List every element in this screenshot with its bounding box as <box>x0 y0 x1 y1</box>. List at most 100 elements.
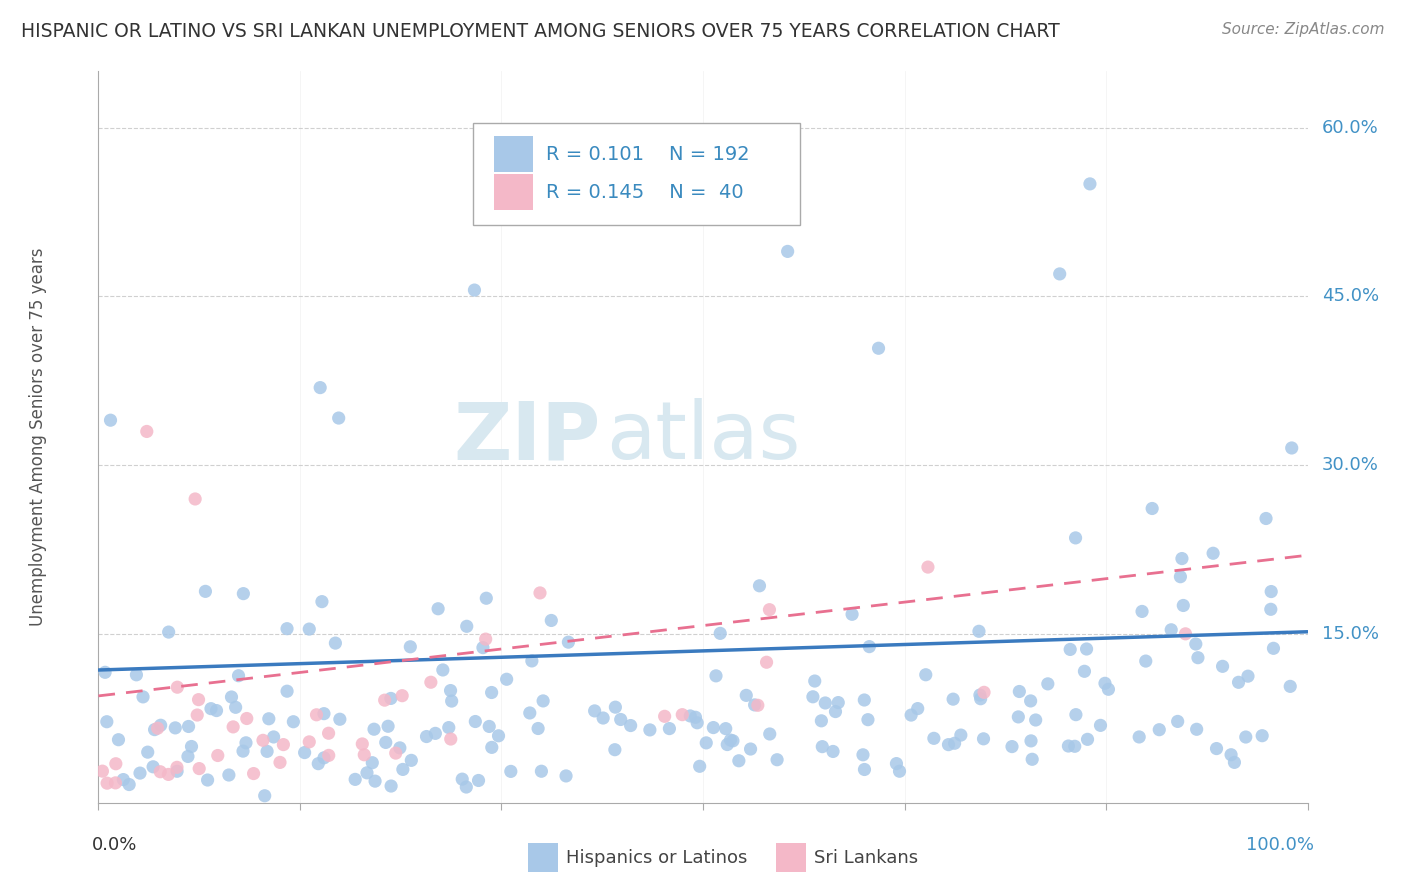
Point <box>914 667 936 681</box>
Point <box>907 701 929 715</box>
Point <box>419 675 441 690</box>
Point <box>766 753 789 767</box>
Text: R = 0.145    N =  40: R = 0.145 N = 40 <box>546 183 744 202</box>
Point <box>949 728 972 742</box>
Point <box>1135 654 1157 668</box>
FancyBboxPatch shape <box>527 843 558 872</box>
Point <box>609 713 631 727</box>
Point <box>353 747 375 762</box>
Point <box>256 744 278 758</box>
Point <box>1260 584 1282 599</box>
Point <box>374 693 396 707</box>
FancyBboxPatch shape <box>776 843 806 872</box>
Point <box>827 696 849 710</box>
Point <box>1149 723 1171 737</box>
Point <box>938 738 960 752</box>
Point <box>96 714 118 729</box>
Point <box>222 720 245 734</box>
Point <box>1073 665 1095 679</box>
Point <box>555 769 578 783</box>
Point <box>811 739 834 754</box>
Point <box>1227 675 1250 690</box>
Point <box>318 726 340 740</box>
Point <box>467 773 489 788</box>
Point <box>527 722 550 736</box>
Point <box>107 732 129 747</box>
Point <box>856 713 879 727</box>
Point <box>475 591 498 606</box>
Point <box>205 704 228 718</box>
Point <box>810 714 832 728</box>
Point <box>1130 604 1153 618</box>
Point <box>900 708 922 723</box>
Point <box>654 709 676 723</box>
Point <box>112 772 135 787</box>
Point <box>748 579 770 593</box>
Point <box>177 719 200 733</box>
Point <box>1064 531 1087 545</box>
Text: 45.0%: 45.0% <box>1322 287 1379 305</box>
Point <box>276 684 298 698</box>
Point <box>1202 546 1225 560</box>
Point <box>142 760 165 774</box>
Text: Unemployment Among Seniors over 75 years: Unemployment Among Seniors over 75 years <box>30 248 46 626</box>
Point <box>432 663 454 677</box>
Point <box>1263 641 1285 656</box>
Text: Sri Lankans: Sri Lankans <box>814 848 918 867</box>
Point <box>689 759 711 773</box>
Text: atlas: atlas <box>606 398 800 476</box>
Point <box>821 744 844 758</box>
Point <box>1064 707 1087 722</box>
Point <box>704 669 727 683</box>
Point <box>530 764 553 779</box>
Point <box>481 685 503 699</box>
FancyBboxPatch shape <box>494 175 533 210</box>
Point <box>1281 441 1303 455</box>
Point <box>638 723 661 737</box>
Point <box>380 779 402 793</box>
Point <box>157 767 180 781</box>
Point <box>252 733 274 747</box>
Point <box>253 789 276 803</box>
Point <box>311 594 333 608</box>
Point <box>157 625 180 640</box>
Point <box>94 665 117 680</box>
Text: 100.0%: 100.0% <box>1246 836 1313 854</box>
Point <box>401 753 423 767</box>
Point <box>135 425 157 439</box>
Point <box>852 747 875 762</box>
Point <box>917 560 939 574</box>
Point <box>474 632 496 647</box>
Point <box>242 766 264 780</box>
Point <box>437 721 460 735</box>
Point <box>384 746 406 760</box>
Point <box>149 718 172 732</box>
Point <box>273 738 295 752</box>
Point <box>329 712 352 726</box>
Point <box>1237 669 1260 683</box>
Point <box>374 735 396 749</box>
Point <box>318 748 340 763</box>
Point <box>735 689 758 703</box>
Point <box>481 740 503 755</box>
Point <box>1234 730 1257 744</box>
FancyBboxPatch shape <box>494 136 533 171</box>
Point <box>309 381 332 395</box>
Point <box>531 694 554 708</box>
Point <box>439 683 461 698</box>
Point <box>758 727 780 741</box>
Text: 0.0%: 0.0% <box>93 836 138 854</box>
Point <box>1260 602 1282 616</box>
Point <box>184 491 207 506</box>
Point <box>200 701 222 715</box>
Point <box>841 607 863 622</box>
Point <box>695 736 717 750</box>
Point <box>96 776 118 790</box>
Point <box>257 712 280 726</box>
Point <box>1167 714 1189 729</box>
Point <box>1185 723 1208 737</box>
Point <box>391 689 413 703</box>
Point <box>440 694 463 708</box>
Point <box>706 202 728 216</box>
Point <box>425 726 447 740</box>
